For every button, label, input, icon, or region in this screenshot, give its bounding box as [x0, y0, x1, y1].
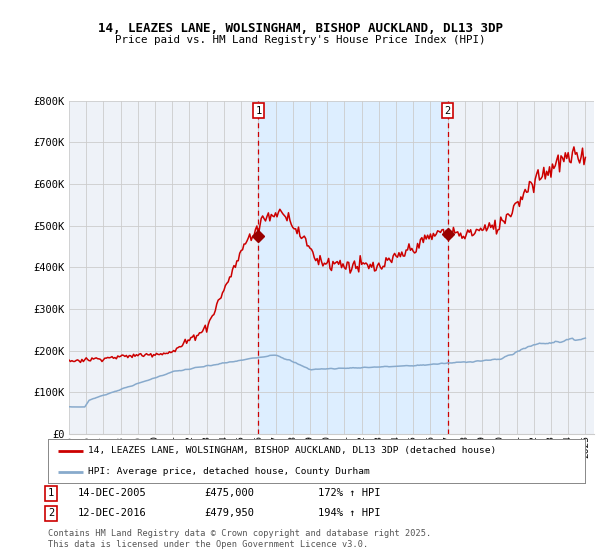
Text: 12-DEC-2016: 12-DEC-2016 — [78, 508, 147, 519]
Text: Contains HM Land Registry data © Crown copyright and database right 2025.
This d: Contains HM Land Registry data © Crown c… — [48, 529, 431, 549]
Text: 2: 2 — [445, 106, 451, 116]
Text: 14, LEAZES LANE, WOLSINGHAM, BISHOP AUCKLAND, DL13 3DP: 14, LEAZES LANE, WOLSINGHAM, BISHOP AUCK… — [97, 22, 503, 35]
Text: HPI: Average price, detached house, County Durham: HPI: Average price, detached house, Coun… — [88, 467, 370, 477]
Text: Price paid vs. HM Land Registry's House Price Index (HPI): Price paid vs. HM Land Registry's House … — [115, 35, 485, 45]
Text: £479,950: £479,950 — [204, 508, 254, 519]
Text: 14-DEC-2005: 14-DEC-2005 — [78, 488, 147, 498]
Text: 172% ↑ HPI: 172% ↑ HPI — [318, 488, 380, 498]
Text: 194% ↑ HPI: 194% ↑ HPI — [318, 508, 380, 519]
Bar — [259, 101, 448, 434]
Text: 1: 1 — [48, 488, 54, 498]
Text: 1: 1 — [255, 106, 262, 116]
Text: 2: 2 — [48, 508, 54, 519]
Text: £475,000: £475,000 — [204, 488, 254, 498]
Text: 14, LEAZES LANE, WOLSINGHAM, BISHOP AUCKLAND, DL13 3DP (detached house): 14, LEAZES LANE, WOLSINGHAM, BISHOP AUCK… — [88, 446, 497, 455]
